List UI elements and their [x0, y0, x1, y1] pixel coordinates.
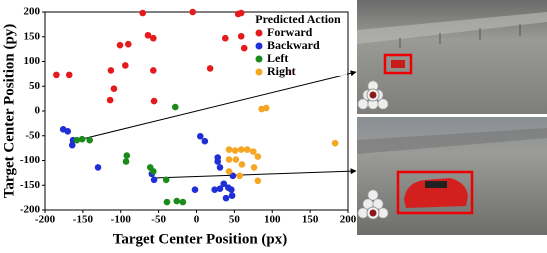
point: [237, 146, 245, 153]
point: [78, 135, 86, 143]
legend-marker: [255, 68, 263, 76]
point: [206, 65, 214, 72]
point: [179, 198, 187, 206]
point: [254, 177, 262, 185]
point: [150, 97, 158, 105]
legend-label: Backward: [267, 38, 320, 52]
y-axis-label: Target Center Position (py): [1, 24, 17, 199]
x-tick-label: -50: [151, 214, 166, 226]
point: [216, 185, 224, 193]
point: [236, 172, 243, 180]
point: [121, 62, 129, 69]
arrow: [69, 70, 357, 143]
point: [94, 164, 102, 171]
point: [331, 139, 339, 147]
point: [238, 161, 246, 168]
y-tick-label: -200: [20, 204, 41, 216]
point: [189, 8, 197, 16]
arrow: [152, 168, 357, 179]
point: [225, 156, 233, 163]
x-tick-label: 100: [264, 214, 281, 226]
point: [144, 31, 152, 39]
x-tick-label: -150: [73, 214, 94, 226]
point: [191, 186, 199, 194]
y-tick-label: -50: [25, 129, 40, 141]
point: [68, 141, 76, 149]
point: [228, 186, 235, 194]
y-tick-label: -150: [20, 179, 41, 191]
point: [211, 186, 218, 194]
point: [139, 9, 147, 17]
point: [229, 172, 237, 180]
point: [73, 136, 81, 144]
point: [123, 152, 131, 159]
point: [201, 137, 209, 145]
legend-label: Right: [267, 64, 296, 78]
point: [232, 156, 240, 163]
point: [250, 148, 257, 155]
point: [65, 71, 73, 79]
point: [173, 197, 181, 205]
point: [262, 104, 270, 112]
point: [163, 198, 171, 206]
point: [237, 9, 245, 17]
legend-title: Predicted Action: [255, 12, 341, 26]
photo-bottom: [357, 117, 547, 235]
point: [171, 103, 179, 111]
y-tick-label: 100: [24, 55, 41, 67]
point: [122, 158, 130, 165]
point: [106, 96, 114, 104]
legend-marker: [255, 42, 263, 50]
y-tick-label: 200: [24, 6, 41, 18]
point: [110, 85, 118, 93]
point: [225, 168, 233, 175]
y-tick-label: 150: [24, 30, 41, 42]
point: [237, 32, 245, 40]
point: [150, 176, 158, 184]
x-tick-label: 150: [302, 214, 319, 226]
point: [254, 153, 262, 160]
point: [64, 127, 72, 135]
point: [250, 164, 258, 171]
point: [231, 147, 239, 154]
point: [228, 192, 236, 199]
x-axis-label: Target Center Position (px): [113, 231, 288, 247]
legend-label: Forward: [267, 25, 313, 39]
legend-marker: [255, 55, 263, 63]
x-tick-label: 50: [229, 214, 241, 226]
point: [216, 164, 224, 171]
point: [125, 40, 132, 48]
photo-top: [357, 0, 547, 114]
point: [214, 158, 222, 165]
point: [150, 67, 157, 74]
point: [86, 136, 93, 144]
point: [53, 71, 60, 79]
point: [220, 180, 228, 188]
y-tick-label: 0: [35, 105, 41, 117]
point: [150, 34, 157, 42]
point: [222, 194, 230, 202]
point: [221, 34, 229, 42]
point: [243, 146, 251, 153]
y-tick-label: 50: [29, 80, 41, 92]
x-tick-label: 200: [340, 214, 357, 226]
legend-box: [249, 14, 347, 76]
point: [107, 67, 115, 74]
point: [162, 176, 170, 184]
x-tick-label: -100: [111, 214, 132, 226]
point: [225, 146, 233, 153]
point: [196, 132, 204, 140]
x-tick-label: 0: [194, 214, 200, 226]
legend-marker: [255, 29, 263, 37]
point: [150, 168, 157, 175]
legend-label: Left: [267, 51, 288, 65]
y-tick-label: -100: [20, 154, 41, 166]
x-tick-label: -200: [35, 214, 56, 226]
point: [116, 41, 124, 49]
point: [240, 44, 248, 52]
